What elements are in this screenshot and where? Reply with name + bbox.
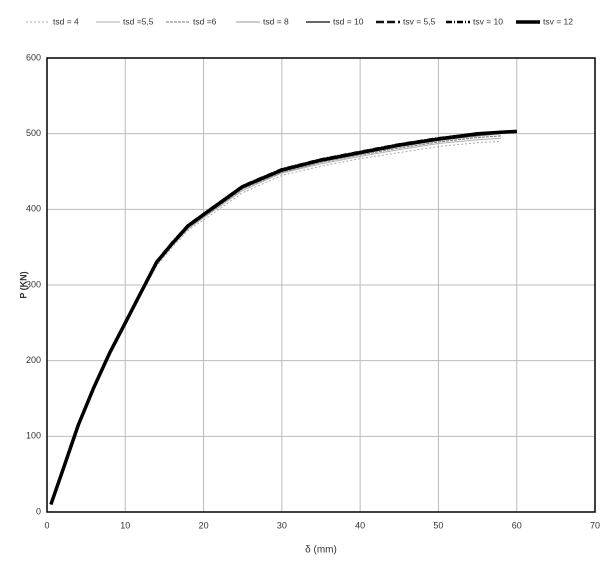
x-tick-label: 40 [355, 520, 365, 530]
series-line [50, 132, 502, 505]
x-tick-label: 0 [44, 520, 49, 530]
series-line [50, 135, 502, 505]
plot-frame [46, 57, 596, 513]
x-tick-label: 60 [512, 520, 522, 530]
series-line [49, 131, 517, 505]
y-tick-label: 500 [26, 128, 41, 138]
series-line [49, 130, 517, 505]
legend-label: tsd = 8 [263, 16, 289, 26]
y-tick-label: 200 [26, 355, 41, 365]
x-tick-label: 70 [590, 520, 600, 530]
y-tick-label: 100 [26, 431, 41, 441]
legend-label: tsd = 10 [333, 16, 364, 26]
x-tick-label: 30 [277, 520, 287, 530]
series-line [50, 140, 502, 505]
legend-label: tsd =5,5 [123, 16, 154, 26]
x-tick-label: 20 [199, 520, 209, 530]
x-axis-label: δ (mm) [305, 545, 337, 556]
y-tick-label: 400 [26, 204, 41, 214]
y-tick-label: 600 [26, 52, 41, 62]
x-tick-label: 50 [433, 520, 443, 530]
legend-label: tsd = 4 [53, 16, 79, 26]
series-line [50, 137, 502, 505]
y-tick-label: 0 [36, 506, 41, 516]
y-axis-label: P (KN) [18, 271, 28, 298]
y-tick-label: 300 [26, 279, 41, 289]
series-line [49, 130, 517, 505]
legend-label: tsd =6 [193, 16, 217, 26]
legend-label: tsv = 10 [473, 16, 503, 26]
legend-label: tsv = 12 [543, 16, 573, 26]
x-tick-label: 10 [120, 520, 130, 530]
series-line [49, 129, 517, 505]
legend-label: tsv = 5,5 [403, 16, 436, 26]
